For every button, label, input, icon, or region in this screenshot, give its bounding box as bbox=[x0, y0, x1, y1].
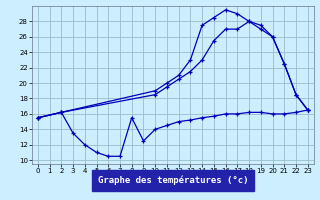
X-axis label: Graphe des températures (°c): Graphe des températures (°c) bbox=[98, 176, 248, 185]
